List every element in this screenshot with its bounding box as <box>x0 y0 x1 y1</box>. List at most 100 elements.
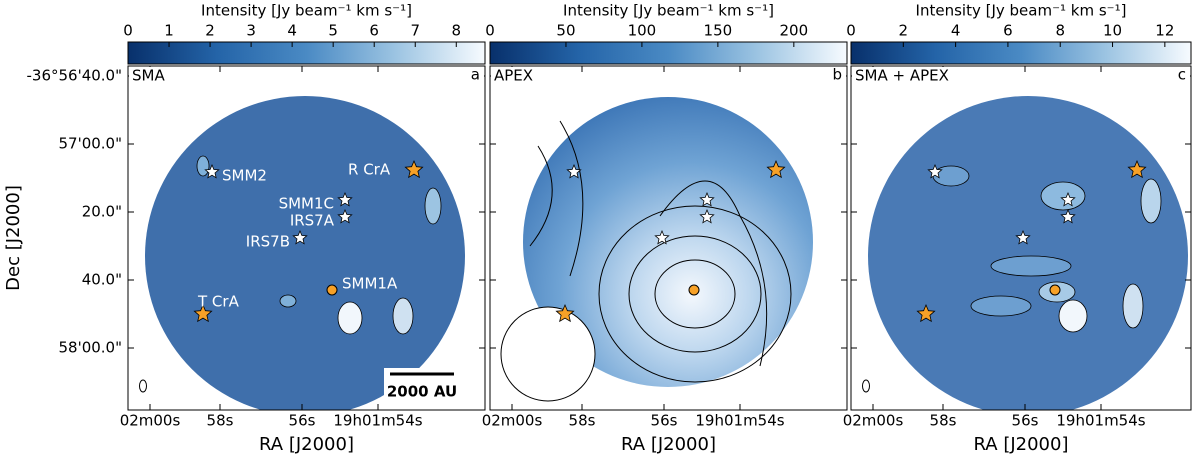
plot-frame <box>127 65 486 411</box>
source-star <box>555 303 575 323</box>
x-tick-label: 02m00s <box>482 412 543 430</box>
source-star <box>1060 191 1076 207</box>
y-tick-label: -36°56'40.0" <box>26 67 122 85</box>
plot-frame <box>489 65 848 411</box>
map <box>868 96 1188 410</box>
panel-name-bg <box>129 67 167 85</box>
source-star <box>292 229 308 245</box>
x-tick-label: 19h01m54s <box>1056 412 1145 430</box>
emission <box>990 255 1072 277</box>
colorbar-tick-label: 4 <box>951 22 961 40</box>
contour <box>529 145 553 247</box>
panel-name: SMA <box>132 67 165 85</box>
annotation: 2000 AU <box>387 383 457 401</box>
beam <box>139 379 147 393</box>
annotation: R CrA <box>348 161 391 179</box>
panel-letter-bg <box>469 67 484 85</box>
x-axis-label: RA [J2000] <box>259 434 354 455</box>
emission <box>1140 178 1162 224</box>
source-star <box>1060 208 1076 224</box>
colorbar-tick-label: 2 <box>205 22 215 40</box>
colorbar-tick-label: 10 <box>1103 22 1122 40</box>
panel-name: SMA + APEX <box>855 67 949 85</box>
source-smm1a <box>326 284 338 296</box>
map-disk <box>145 96 465 410</box>
contour <box>628 235 762 353</box>
x-axis-label: RA [J2000] <box>974 434 1069 455</box>
emission <box>392 297 414 335</box>
colorbar-tick-label: 150 <box>704 22 733 40</box>
emission <box>424 187 442 225</box>
contour <box>659 180 768 367</box>
plot-frame <box>850 65 1192 411</box>
x-tick-label: 02m00s <box>120 412 181 430</box>
source-star <box>654 229 670 245</box>
colorbar-tick-label: 7 <box>410 22 420 40</box>
source-star <box>337 208 353 224</box>
annotation: IRS7A <box>290 212 335 230</box>
source-star <box>699 208 715 224</box>
x-tick-label: 02m00s <box>843 412 904 430</box>
map-disk <box>523 97 813 387</box>
colorbar-tick-label: 0 <box>123 22 133 40</box>
x-tick-label: 56s <box>289 412 316 430</box>
emission <box>1058 299 1088 333</box>
colorbar <box>489 41 848 65</box>
source-star <box>916 303 936 323</box>
emission <box>1122 283 1144 329</box>
x-tick-label: 58s <box>207 412 234 430</box>
colorbar-tick-label: 100 <box>628 22 657 40</box>
x-tick-label: 56s <box>1012 412 1039 430</box>
colorbar-tick-label: 2 <box>899 22 909 40</box>
colorbar-tick-label: 4 <box>287 22 297 40</box>
colorbar-tick-label: 8 <box>452 22 462 40</box>
y-tick-label: 40.0" <box>82 271 122 289</box>
panel-name-bg <box>852 67 960 85</box>
colorbar <box>127 41 486 65</box>
source-smm1a <box>1049 284 1061 296</box>
source-star <box>766 159 786 179</box>
colorbar-tick-label: 5 <box>328 22 338 40</box>
colorbar-tick-label: 8 <box>1055 22 1065 40</box>
colorbar-tick-label: 6 <box>369 22 379 40</box>
panel-name-bg <box>491 67 539 85</box>
contour <box>654 259 736 329</box>
y-tick-label: 57'00.0" <box>58 135 122 153</box>
colorbar-tick-label: 0 <box>485 22 495 40</box>
annotation: IRS7B <box>246 233 290 251</box>
panel-letter: a <box>471 66 480 84</box>
colorbar <box>850 41 1192 65</box>
panel-letter-bg <box>831 67 846 85</box>
beam <box>500 306 596 402</box>
emission <box>196 155 210 177</box>
source-star <box>337 191 353 207</box>
panel-letter: c <box>1178 66 1186 84</box>
source-star <box>699 191 715 207</box>
colorbar-tick-label: 3 <box>246 22 256 40</box>
source-star <box>404 159 424 179</box>
annotation: SMM2 <box>222 167 267 185</box>
annotation: SMM1C <box>279 195 334 213</box>
colorbar-tick-label: 6 <box>1003 22 1013 40</box>
panel-letter-bg <box>1175 67 1190 85</box>
colorbar-tick-label: 200 <box>780 22 809 40</box>
colorbar-label: Intensity [Jy beam⁻¹ km s⁻¹] <box>916 2 1127 20</box>
source-star <box>566 163 582 179</box>
colorbar-label: Intensity [Jy beam⁻¹ km s⁻¹] <box>563 2 774 20</box>
emission <box>1040 181 1086 211</box>
beam <box>862 379 870 393</box>
source-smm1a <box>688 284 700 296</box>
source-star <box>1127 159 1147 179</box>
x-tick-label: 19h01m54s <box>333 412 422 430</box>
emission <box>279 294 297 308</box>
emission <box>970 295 1032 317</box>
contour <box>598 205 792 383</box>
map <box>500 97 813 402</box>
x-axis-label: RA [J2000] <box>621 434 716 455</box>
source-star <box>204 163 220 179</box>
colorbar-tick-label: 12 <box>1155 22 1174 40</box>
x-tick-label: 58s <box>569 412 596 430</box>
annotation: SMM1A <box>342 275 398 293</box>
x-tick-label: 56s <box>651 412 678 430</box>
